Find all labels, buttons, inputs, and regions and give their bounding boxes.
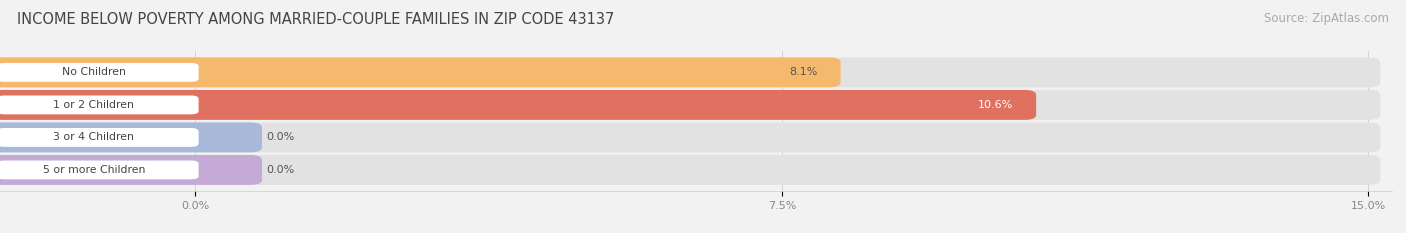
FancyBboxPatch shape (0, 155, 262, 185)
Text: 10.6%: 10.6% (977, 100, 1012, 110)
Text: Source: ZipAtlas.com: Source: ZipAtlas.com (1264, 12, 1389, 25)
Text: 1 or 2 Children: 1 or 2 Children (53, 100, 135, 110)
Text: 3 or 4 Children: 3 or 4 Children (53, 132, 135, 142)
FancyBboxPatch shape (0, 123, 262, 152)
Text: 8.1%: 8.1% (789, 67, 817, 77)
FancyBboxPatch shape (0, 96, 198, 114)
FancyBboxPatch shape (0, 90, 1036, 120)
FancyBboxPatch shape (0, 161, 198, 179)
Text: 0.0%: 0.0% (266, 132, 294, 142)
Text: 0.0%: 0.0% (266, 165, 294, 175)
FancyBboxPatch shape (0, 128, 198, 147)
FancyBboxPatch shape (0, 58, 841, 87)
FancyBboxPatch shape (0, 90, 1381, 120)
Text: INCOME BELOW POVERTY AMONG MARRIED-COUPLE FAMILIES IN ZIP CODE 43137: INCOME BELOW POVERTY AMONG MARRIED-COUPL… (17, 12, 614, 27)
FancyBboxPatch shape (0, 123, 1381, 152)
Text: 5 or more Children: 5 or more Children (42, 165, 145, 175)
FancyBboxPatch shape (0, 155, 1381, 185)
FancyBboxPatch shape (0, 63, 198, 82)
FancyBboxPatch shape (0, 58, 1381, 87)
Text: No Children: No Children (62, 67, 125, 77)
